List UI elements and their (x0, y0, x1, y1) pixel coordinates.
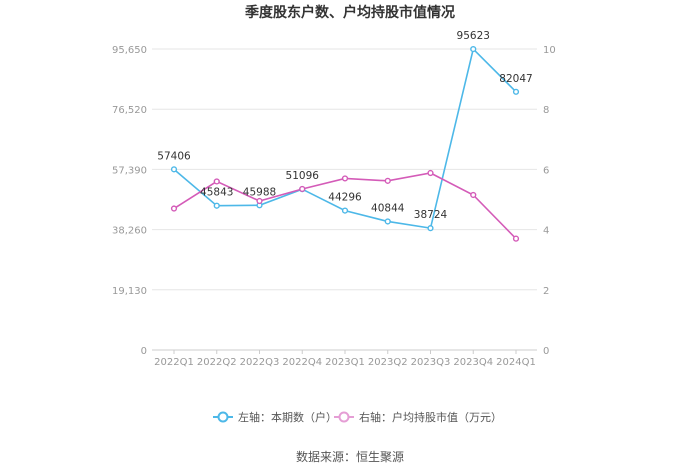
data-point-left (213, 202, 220, 209)
x-axis-tick-label: 2022Q2 (197, 357, 237, 368)
data-point-left (384, 218, 391, 225)
data-point-left (427, 225, 434, 232)
left-axis-tick-label: 0 (141, 346, 147, 357)
data-point-right (427, 169, 434, 177)
legend-item-left-series[interactable]: 左轴：本期数（户） (213, 410, 337, 424)
right-axis-tick-label: 4 (543, 226, 549, 237)
data-point-right (341, 175, 349, 182)
left-axis-tick-label: 95,650 (112, 45, 147, 56)
left-axis-tick-label: 19,130 (112, 286, 147, 297)
data-point-left (470, 45, 477, 53)
data-point-left (341, 207, 349, 214)
chart-title: 季度股东户数、户均持股市值情况 (244, 4, 455, 21)
right-axis-tick-label: 6 (543, 165, 549, 176)
legend[interactable]: 左轴：本期数（户） 右轴：户均持股市值（万元） (213, 410, 502, 424)
data-label: 82047 (499, 73, 532, 85)
right-axis-tick-label: 2 (543, 286, 549, 297)
left-axis-tick-label: 76,520 (112, 105, 147, 116)
x-axis-tick-label: 2023Q1 (325, 357, 365, 368)
right-axis-tick-label: 0 (543, 346, 549, 357)
data-point-right (299, 185, 306, 193)
x-axis-tick-label: 2023Q3 (411, 357, 451, 368)
data-label: 51096 (286, 170, 320, 182)
x-axis-tick-label: 2022Q4 (282, 357, 322, 368)
data-point-right (384, 177, 391, 184)
data-label: 45843 (200, 187, 233, 199)
left-axis-tick-label: 57,390 (112, 165, 147, 176)
data-point-right (470, 191, 477, 199)
right-axis-ticks: 0 2 4 6 8 10 (543, 45, 556, 357)
data-point-right (256, 197, 263, 205)
data-label: 44296 (328, 192, 362, 204)
legend-label-right: 右轴：户均持股市值（万元） (359, 410, 502, 424)
x-axis-tick-label: 2022Q1 (154, 357, 194, 368)
data-point-right (213, 178, 220, 185)
legend-label-left: 左轴：本期数（户） (238, 410, 337, 424)
source-note: 数据来源：恒生聚源 (296, 449, 404, 464)
data-label: 38724 (414, 209, 448, 221)
data-point-right (512, 235, 520, 242)
x-axis-tick-label: 2022Q3 (240, 357, 280, 368)
x-axis-tick-label: 2024Q1 (496, 357, 536, 368)
series-points (170, 45, 520, 242)
left-axis-ticks: 0 19,130 38,260 57,390 76,520 95,650 (112, 45, 147, 357)
x-axis-tick-label: 2023Q2 (368, 357, 408, 368)
legend-swatch-left-marker (217, 411, 229, 423)
data-label: 57406 (157, 150, 191, 162)
data-point-left (512, 88, 520, 95)
legend-swatch-right-marker (338, 411, 350, 423)
data-label: 40844 (371, 202, 405, 214)
data-label: 45988 (243, 186, 276, 198)
right-axis-tick-label: 8 (543, 105, 549, 116)
data-point-right (170, 205, 178, 212)
x-axis: 2022Q1 2022Q2 2022Q3 2022Q4 2023Q1 2023Q2 2023… (154, 350, 536, 368)
legend-item-right-series[interactable]: 右轴：户均持股市值（万元） (334, 410, 502, 424)
right-axis-tick-label: 10 (543, 45, 556, 56)
left-axis-tick-label: 38,260 (112, 226, 147, 237)
x-axis-tick-label: 2023Q4 (453, 357, 493, 368)
data-point-left (170, 166, 178, 173)
data-label: 95623 (457, 30, 490, 42)
data-labels: 57406 45843 45988 51096 44296 40844 38724 95623… (157, 30, 532, 221)
